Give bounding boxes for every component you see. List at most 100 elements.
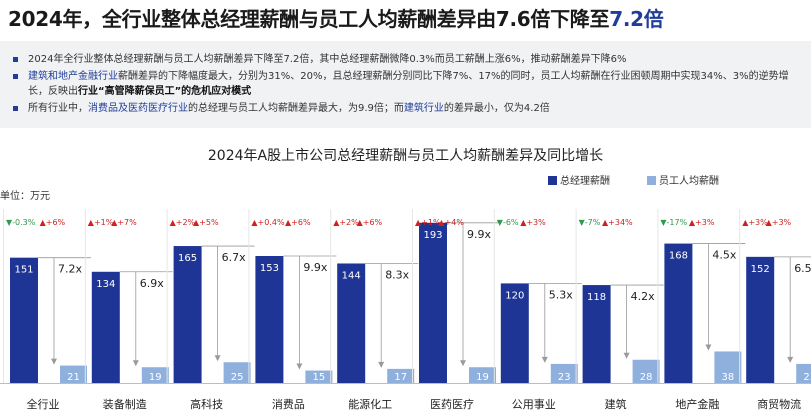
ratio-label: 6.9x	[140, 277, 164, 290]
title-main: 2024年，全行业整体总经理薪酬与员工人均薪酬差异由7.6倍下降至	[8, 7, 610, 31]
yoy-exec-label: ▲+1%	[415, 218, 441, 227]
bullet-3-b: 的总经理与员工人均薪酬差异最大，为9.9倍；而	[188, 103, 404, 114]
category-label: 消费品	[272, 397, 305, 411]
category-label: 全行业	[27, 397, 60, 411]
ratio-label: 4.2x	[631, 290, 655, 303]
bar-employee	[387, 368, 415, 383]
page-title: 2024年，全行业整体总经理薪酬与员工人均薪酬差异由7.6倍下降至7.2倍	[8, 3, 664, 32]
ratio-arrow-head	[51, 358, 57, 365]
chart-title: 2024年A股上市公司总经理薪酬与员工人均薪酬差异及同比增长	[207, 148, 604, 164]
title-highlight: 7.2倍	[609, 7, 664, 31]
category-label: 高科技	[190, 397, 223, 411]
ratio-arrow-head	[296, 363, 303, 370]
bar-employee-value: 15	[313, 372, 326, 383]
bar-employee-value: 28	[640, 372, 653, 383]
bar-employee	[714, 351, 742, 383]
bar-exec	[419, 222, 447, 383]
ratio-arrow-head	[132, 360, 139, 367]
ratio-arrow-head	[378, 361, 385, 368]
bar-exec-value: 153	[260, 263, 279, 274]
bar-exec	[500, 283, 529, 383]
yoy-employee-label: ▲+3%	[766, 218, 792, 227]
column-separator	[493, 209, 495, 383]
bar-exec	[91, 271, 120, 383]
column-separator	[84, 209, 86, 383]
yoy-employee-label: ▲+6%	[40, 218, 66, 227]
bullet-1: 2024年全行业整体总经理薪酬与员工人均薪酬差异下降至7.2倍，其中总经理薪酬微…	[13, 52, 803, 67]
column-separator	[248, 209, 250, 383]
yoy-exec-label: ▲+0.4%	[251, 218, 285, 227]
bullet-3-a: 所有行业中，	[28, 103, 88, 114]
yoy-employee-label: ▲+5%	[193, 218, 219, 227]
category-label: 地产金融	[675, 397, 719, 411]
yoy-employee-label: ▲+7%	[111, 218, 137, 227]
column-separator	[657, 209, 659, 383]
legend-employee-label: 员工人均薪酬	[659, 176, 719, 187]
bar-employee-value: 21	[67, 372, 80, 383]
ratio-label: 6.7x	[222, 251, 246, 264]
bar-exec-value: 168	[669, 251, 688, 262]
bar-exec-value: 151	[14, 265, 33, 276]
bullet-3: 所有行业中，消费品及医药医疗行业的总经理与员工人均薪酬差异最大，为9.9倍；而建…	[13, 101, 803, 116]
yoy-exec-label: ▲+2%	[333, 218, 359, 227]
ratio-label: 5.3x	[549, 288, 573, 301]
bar-employee	[305, 370, 333, 383]
column-separator	[575, 209, 577, 383]
bar-exec-value: 118	[587, 292, 606, 303]
yoy-exec-label: ▼-0.3%	[6, 218, 36, 227]
category-label: 建筑	[605, 397, 627, 411]
ratio-arrow-head	[787, 356, 794, 363]
bar-employee	[141, 367, 169, 383]
bullet-1-text: 2024年全行业整体总经理薪酬与员工人均薪酬差异下降至7.2倍，其中总经理薪酬微…	[28, 54, 627, 65]
column-separator	[330, 209, 332, 383]
bar-employee	[223, 362, 251, 383]
bar-exec	[173, 246, 202, 383]
category-label: 装备制造	[103, 397, 147, 411]
bar-exec-value: 120	[505, 290, 524, 301]
ratio-label: 8.3x	[385, 268, 409, 281]
ratio-label: 6.5x	[794, 262, 811, 275]
column-separator	[3, 209, 4, 383]
bullet-3-text: 所有行业中，消费品及医药医疗行业的总经理与员工人均薪酬差异最大，为9.9倍；而建…	[28, 101, 803, 116]
ratio-label: 4.5x	[712, 249, 736, 262]
ratio-arrow-head	[541, 356, 548, 363]
legend-employee: 员工人均薪酬	[647, 172, 719, 187]
yoy-employee-label: ▲+6%	[357, 218, 383, 227]
legend-employee-swatch	[647, 176, 656, 185]
bar-exec-value: 144	[342, 270, 361, 281]
ratio-label: 7.2x	[58, 263, 82, 276]
bar-employee-value: 19	[149, 372, 162, 383]
bar-exec-value: 193	[423, 230, 442, 241]
column-separator	[166, 209, 168, 383]
bar-exec-value: 134	[96, 279, 115, 290]
summary-box: 2024年全行业整体总经理薪酬与员工人均薪酬差异下降至7.2倍，其中总经理薪酬微…	[0, 41, 811, 128]
bullet-2-highlight: 建筑和地产金融行业	[28, 71, 118, 82]
category-label: 能源化工	[348, 397, 392, 411]
bar-exec	[746, 256, 775, 383]
yoy-exec-label: ▲+3%	[742, 218, 768, 227]
legend-exec-label: 总经理薪酬	[560, 176, 610, 187]
bar-exec	[10, 257, 38, 383]
yoy-exec-label: ▼-17%	[660, 218, 687, 227]
bar-exec-value: 152	[751, 264, 770, 275]
bullet-2-bold: 行业“高管降薪保员工”的危机应对模式	[78, 86, 252, 97]
bar-employee-value: 23	[558, 372, 571, 383]
bar-exec	[664, 243, 693, 383]
ratio-label: 9.9x	[303, 261, 327, 274]
category-label: 医药医疗	[430, 397, 474, 411]
ratio-arrow-head	[214, 355, 221, 362]
yoy-exec-label: ▲+1%	[88, 218, 114, 227]
bar-employee	[796, 363, 811, 383]
legend-exec-swatch	[548, 176, 557, 185]
ratio-arrow-head	[705, 344, 712, 351]
yoy-exec-label: ▲+2%	[170, 218, 196, 227]
category-label: 公用事业	[512, 398, 556, 411]
bullet-3-highlight-2: 建筑行业	[403, 103, 444, 114]
bullet-3-highlight-1: 消费品及医药医疗行业	[88, 103, 188, 114]
yoy-employee-label: ▲+34%	[602, 218, 633, 227]
yoy-exec-label: ▼-6%	[497, 218, 519, 227]
yoy-exec-label: ▼-7%	[579, 218, 601, 227]
ratio-arrow-head	[623, 352, 630, 359]
bullet-2: 建筑和地产金融行业薪酬差异的下降幅度最大，分别为31%、20%，且总经理薪酬分别…	[13, 69, 803, 99]
